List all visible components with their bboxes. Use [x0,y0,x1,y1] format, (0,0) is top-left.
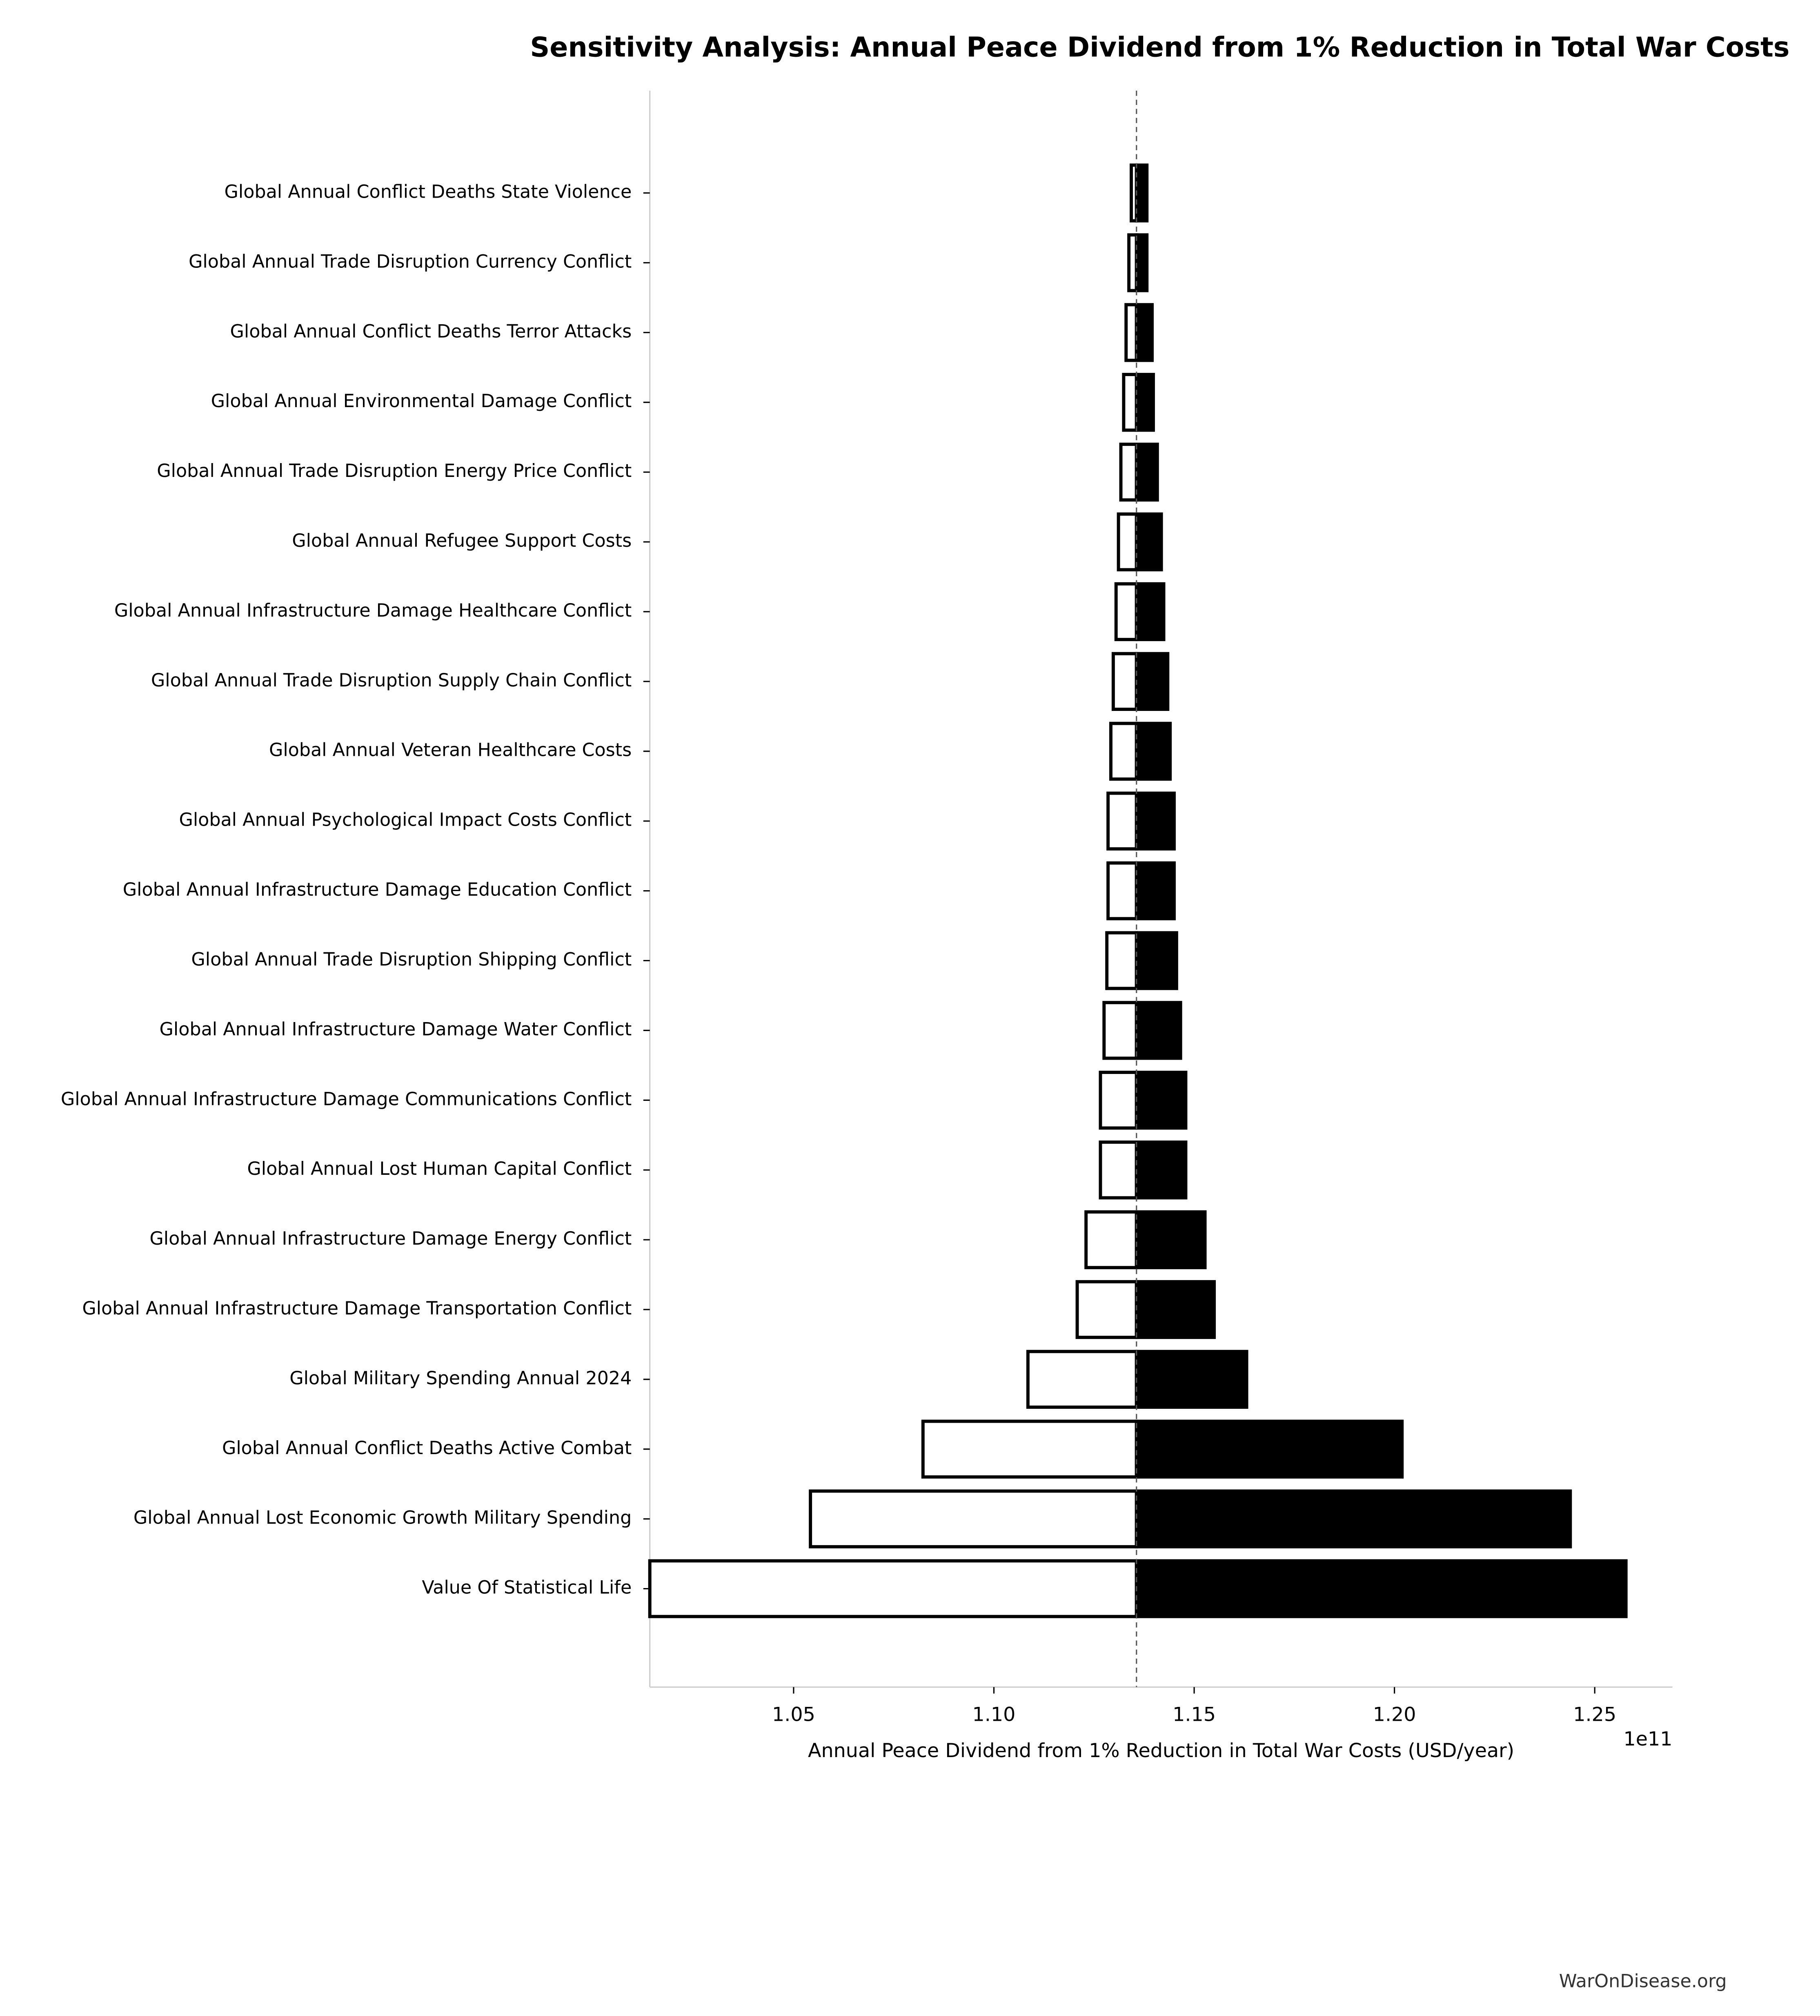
low-bar [1084,1210,1138,1270]
y-tick-label: Global Annual Infrastructure Damage Heal… [114,600,632,621]
high-bar [1135,582,1166,642]
low-bar [809,1489,1138,1548]
x-tick-label: 1.25 [1573,1703,1616,1726]
y-tick-label: Global Annual Infrastructure Damage Educ… [123,880,632,900]
low-bar [1109,722,1138,781]
low-bar [1105,931,1138,990]
high-bar [1135,303,1154,362]
high-bar [1135,1489,1572,1548]
high-bar [1135,1210,1207,1270]
high-bar [1135,1141,1188,1200]
low-bar [1114,582,1138,642]
low-bar [1106,791,1138,851]
chart-title: Sensitivity Analysis: Annual Peace Divid… [530,31,1789,63]
high-bar [1135,1001,1182,1060]
low-bar [1111,652,1138,711]
x-tick-label: 1.20 [1373,1703,1416,1726]
y-tick-label: Global Annual Infrastructure Damage Comm… [61,1089,632,1109]
y-tick-label: Global Annual Trade Disruption Shipping … [191,949,632,970]
low-bar [1099,1071,1138,1130]
low-bar [1122,373,1138,432]
high-bar [1135,791,1176,851]
high-bar [1135,1350,1248,1409]
y-tick-label: Global Annual Environmental Damage Confl… [211,391,632,412]
y-tick-label: Global Annual Lost Economic Growth Milit… [133,1508,632,1528]
footer: WarOnDisease.org [1559,1971,1727,1991]
high-bar [1135,1280,1216,1339]
x-tick-label: 1.05 [772,1703,815,1726]
high-bar [1135,861,1176,920]
y-tick-label: Global Annual Conflict Deaths Active Com… [222,1438,632,1459]
low-bar [1026,1350,1138,1409]
y-tick-label: Global Annual Conflict Deaths State Viol… [225,182,632,203]
low-bar [648,1559,1138,1618]
low-bar [1119,443,1138,502]
high-bar [1135,233,1149,292]
x-offset-label: 1e11 [1624,1728,1673,1751]
high-bar [1135,1071,1188,1130]
high-bar [1135,163,1149,223]
x-tick-label: 1.15 [1173,1703,1216,1726]
y-tick-label: Global Annual Veteran Healthcare Costs [269,740,632,761]
y-tick-label: Global Annual Trade Disruption Energy Pr… [157,461,632,481]
low-bar [1075,1280,1138,1339]
y-tick-label: Global Annual Infrastructure Damage Ener… [149,1228,632,1249]
low-bar [1106,861,1138,920]
y-tick-label: Global Annual Psychological Impact Costs… [179,810,632,831]
high-bar [1135,373,1155,432]
x-axis-label: Annual Peace Dividend from 1% Reduction … [808,1740,1514,1762]
high-bar [1135,512,1163,572]
low-bar [921,1419,1138,1479]
y-tick-label: Value Of Statistical Life [422,1577,632,1598]
y-tick-label: Global Annual Trade Disruption Currency … [189,251,632,272]
y-tick-label: Global Annual Conflict Deaths Terror Att… [230,321,632,342]
y-tick-label: Global Military Spending Annual 2024 [289,1368,632,1389]
high-bar [1135,1559,1628,1618]
high-bar [1135,652,1170,711]
y-tick-label: Global Annual Lost Human Capital Conflic… [247,1158,632,1179]
y-tick-label: Global Annual Refugee Support Costs [292,530,632,551]
low-bar [1099,1141,1138,1200]
high-bar [1135,443,1159,502]
x-tick-label: 1.10 [972,1703,1016,1726]
y-tick-label: Global Annual Trade Disruption Supply Ch… [151,670,632,691]
high-bar [1135,722,1172,781]
y-tick-label: Global Annual Infrastructure Damage Wate… [160,1019,632,1040]
low-bar [1102,1001,1138,1060]
y-tick-label: Global Annual Infrastructure Damage Tran… [82,1298,632,1319]
high-bar [1135,931,1178,990]
high-bar [1135,1419,1404,1479]
low-bar [1117,512,1138,572]
